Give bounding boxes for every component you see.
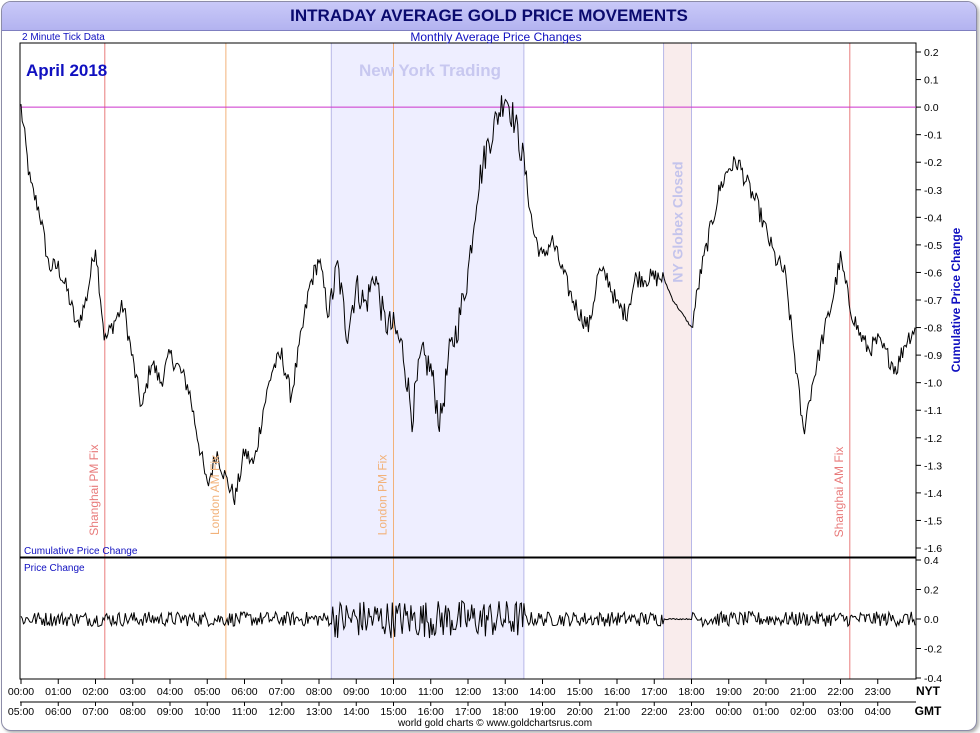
x-tick-label-gmt: 06:00	[45, 706, 71, 718]
y-tick-label: -0.3	[924, 185, 942, 197]
y-tick-label: -1.0	[924, 378, 942, 390]
x-tick-label-gmt: 13:00	[306, 706, 332, 718]
london-am-fix-label: London AM Fix	[208, 455, 222, 535]
y-tick-label: -0.4	[924, 212, 942, 224]
x-tick-label-gmt: 02:00	[790, 706, 816, 718]
x-tick-label-gmt: 17:00	[455, 706, 481, 718]
x-axis: 00:00 05:00 01:00 06:00 02:00 07:00 03:00 08:00…	[8, 679, 916, 718]
y-tick-label: 0.0	[924, 614, 939, 626]
x-tick-label-nyt: 07:00	[269, 686, 295, 698]
x-tick-label-nyt: 13:00	[492, 686, 518, 698]
x-tick-label-nyt: 19:00	[716, 686, 742, 698]
chart-subtitle: Monthly Average Price Changes	[410, 30, 581, 44]
x-tick-label-nyt: 18:00	[678, 686, 704, 698]
y-tick-label: -1.4	[924, 488, 942, 500]
x-tick-label-nyt: 06:00	[231, 686, 257, 698]
x-tick-label-nyt: 12:00	[455, 686, 481, 698]
x-tick-label-gmt: 01:00	[753, 706, 779, 718]
x-tick-label-nyt: 21:00	[790, 686, 816, 698]
cumulative-y-axis: 0.2 0.1 0.0 -0.1 -0.2 -0.3 -0.4 -0.5 -0.6 -0.7 -0.…	[916, 47, 942, 555]
cumulative-y-axis-title: Cumulative Price Change	[949, 227, 963, 372]
x-tick-label-nyt: 01:00	[45, 686, 71, 698]
y-tick-label: 0.2	[924, 585, 939, 597]
month-label: April 2018	[26, 61, 107, 80]
new-york-trading-region	[330, 42, 525, 558]
x-tick-label-gmt: 00:00	[716, 706, 742, 718]
y-tick-label: -0.8	[924, 323, 942, 335]
price-change-series-line	[20, 599, 916, 639]
x-tick-label-gmt: 18:00	[492, 706, 518, 718]
x-tick-label-gmt: 20:00	[567, 706, 593, 718]
title-bar: INTRADAY AVERAGE GOLD PRICE MOVEMENTS	[2, 2, 976, 31]
x-tick-label-gmt: 12:00	[269, 706, 295, 718]
y-tick-label: -0.5	[924, 240, 942, 252]
x-tick-label-nyt: 17:00	[641, 686, 667, 698]
london-pm-fix-label: London PM Fix	[376, 455, 390, 536]
x-tick-label-gmt: 05:00	[8, 706, 34, 718]
x-tick-label-nyt: 08:00	[306, 686, 332, 698]
y-tick-label: 0.1	[924, 75, 939, 87]
y-tick-label: -0.2	[924, 644, 942, 656]
price-change-panel-label: Price Change	[24, 563, 85, 574]
x-tick-label-gmt: 09:00	[157, 706, 183, 718]
shanghai-am-fix-label: Shanghai AM Fix	[832, 447, 846, 538]
x-tick-label-nyt: 02:00	[82, 686, 108, 698]
x-tick-label-gmt: 08:00	[120, 706, 146, 718]
x-tick-label-gmt: 22:00	[641, 706, 667, 718]
x-tick-label-nyt: 10:00	[380, 686, 406, 698]
x-tick-label-nyt: 14:00	[529, 686, 555, 698]
x-tick-label-nyt: 22:00	[827, 686, 853, 698]
cumulative-series-line	[20, 95, 916, 505]
price-change-y-axis: 0.4 0.2 0.0 -0.2 -0.4	[916, 555, 942, 685]
footer-credit: world gold charts © www.goldchartsrus.co…	[397, 718, 592, 729]
shanghai-pm-fix-label: Shanghai PM Fix	[87, 444, 101, 535]
x-tick-label-nyt: 20:00	[753, 686, 779, 698]
x-tick-label-nyt: 05:00	[194, 686, 220, 698]
y-tick-label: 0.4	[924, 555, 939, 567]
ny-globex-closed-region	[663, 42, 692, 558]
y-tick-label: -1.3	[924, 460, 942, 472]
chart-title: INTRADAY AVERAGE GOLD PRICE MOVEMENTS	[290, 6, 688, 25]
x-tick-label-nyt: 00:00	[8, 686, 34, 698]
y-tick-label: 0.2	[924, 47, 939, 59]
x-tick-label-gmt: 15:00	[380, 706, 406, 718]
y-tick-label: -0.7	[924, 295, 942, 307]
nyt-axis-label: NYT	[916, 684, 941, 698]
x-tick-label-gmt: 14:00	[343, 706, 369, 718]
x-tick-label-nyt: 15:00	[567, 686, 593, 698]
x-tick-label-gmt: 19:00	[529, 706, 555, 718]
x-tick-label-nyt: 11:00	[418, 686, 444, 698]
cumulative-panel-label: Cumulative Price Change	[24, 546, 138, 557]
y-tick-label: -0.9	[924, 350, 942, 362]
new-york-trading-label: New York Trading	[359, 61, 501, 80]
y-tick-label: -0.1	[924, 130, 942, 142]
x-tick-label-gmt: 04:00	[865, 706, 891, 718]
ny-globex-closed-label: NY Globex Closed	[670, 161, 686, 282]
tick-data-note: 2 Minute Tick Data	[22, 32, 105, 43]
fix-lines	[104, 43, 851, 679]
gmt-axis-label: GMT	[915, 704, 942, 718]
new-york-trading-region-lower	[330, 557, 525, 680]
y-tick-label: 0.0	[924, 102, 939, 114]
x-tick-label-gmt: 23:00	[678, 706, 704, 718]
y-tick-label: -1.6	[924, 543, 942, 555]
x-tick-label-nyt: 03:00	[120, 686, 146, 698]
x-tick-label-gmt: 21:00	[604, 706, 630, 718]
x-tick-label-nyt: 23:00	[865, 686, 891, 698]
x-tick-label-gmt: 11:00	[232, 706, 258, 718]
x-tick-label-gmt: 03:00	[827, 706, 853, 718]
x-tick-label-nyt: 16:00	[604, 686, 630, 698]
y-tick-label: -1.2	[924, 433, 942, 445]
x-tick-label-gmt: 16:00	[418, 706, 444, 718]
x-tick-label-nyt: 04:00	[157, 686, 183, 698]
x-tick-label-gmt: 07:00	[82, 706, 108, 718]
y-tick-label: -0.6	[924, 267, 942, 279]
x-tick-label-nyt: 09:00	[343, 686, 369, 698]
x-tick-label-gmt: 10:00	[194, 706, 220, 718]
y-tick-label: -1.5	[924, 515, 942, 527]
y-tick-label: -0.4	[924, 673, 942, 685]
y-tick-label: -1.1	[924, 405, 942, 417]
y-tick-label: -0.2	[924, 157, 942, 169]
